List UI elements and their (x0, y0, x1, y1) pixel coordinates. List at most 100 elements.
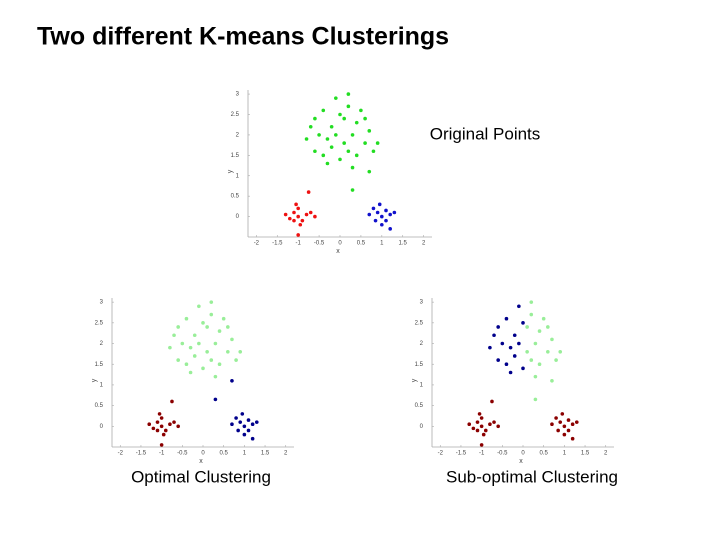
data-point (338, 112, 342, 117)
data-point (375, 141, 380, 145)
data-point (304, 212, 309, 217)
data-point (558, 420, 563, 424)
x-tick-label: -1.5 (136, 451, 147, 457)
x-tick-label: 1.5 (399, 241, 408, 247)
data-point (375, 210, 380, 215)
data-point (238, 420, 243, 424)
data-point (240, 412, 245, 416)
data-point (147, 422, 152, 427)
data-point (554, 358, 558, 362)
data-point (533, 341, 538, 346)
data-point (546, 325, 550, 329)
x-tick-label: 1 (243, 451, 247, 457)
data-point (313, 116, 317, 121)
data-point (483, 428, 488, 433)
data-point (570, 422, 575, 427)
data-point (384, 218, 388, 223)
data-point (508, 345, 513, 350)
data-point (217, 362, 222, 367)
data-point (380, 222, 384, 227)
data-point (546, 350, 550, 354)
data-point (334, 96, 338, 100)
data-point (477, 412, 482, 416)
y-tick-label: 3 (236, 92, 240, 98)
x-tick-label: 0.5 (357, 241, 366, 247)
data-point (574, 420, 579, 424)
data-point (288, 216, 292, 221)
data-point (308, 210, 313, 215)
data-point (296, 206, 300, 211)
data-point (300, 218, 305, 223)
data-point (354, 153, 359, 158)
data-point (238, 350, 243, 354)
data-point (283, 212, 288, 217)
data-point (254, 420, 259, 424)
data-point (176, 358, 180, 362)
data-point (151, 426, 156, 431)
data-point (475, 428, 480, 433)
data-point (342, 116, 346, 121)
x-axis-label: x (519, 458, 523, 465)
data-point (512, 333, 517, 338)
data-point (292, 218, 296, 223)
slide-title: Two different K-means Clusterings (37, 23, 449, 51)
data-point (388, 227, 392, 231)
data-point (192, 333, 197, 338)
y-tick-label: 2 (100, 341, 104, 347)
data-point (521, 321, 525, 325)
data-point (533, 374, 538, 379)
data-point (168, 422, 172, 427)
x-tick-label: 0.5 (220, 451, 229, 457)
data-point (325, 137, 330, 141)
data-point (234, 416, 238, 420)
data-point (496, 325, 500, 329)
data-point (234, 358, 238, 362)
data-point (350, 165, 355, 170)
chart-caption: Optimal Clustering (131, 467, 271, 486)
data-point (371, 206, 376, 211)
data-point (329, 145, 334, 149)
y-tick-label: 1 (100, 382, 104, 388)
data-point (230, 337, 234, 342)
x-tick-label: -2 (438, 451, 444, 457)
data-point (242, 432, 247, 437)
data-point (508, 370, 513, 375)
x-tick-label: 2 (422, 241, 426, 247)
data-point (292, 210, 296, 215)
x-tick-label: 1 (563, 451, 567, 457)
data-point (250, 436, 255, 441)
data-point (342, 141, 346, 145)
data-point (537, 329, 542, 333)
data-point (294, 202, 298, 207)
data-point (321, 153, 326, 158)
y-tick-label: 2.5 (415, 320, 424, 326)
y-tick-label: 0.5 (95, 403, 104, 409)
x-tick-label: -0.5 (497, 451, 508, 457)
data-point (529, 358, 534, 362)
y-tick-label: 0.5 (415, 403, 424, 409)
data-point (367, 129, 372, 133)
y-tick-label: 0 (100, 424, 104, 430)
data-point (230, 422, 234, 427)
data-point (161, 432, 166, 437)
data-point (479, 443, 484, 447)
data-point (313, 149, 317, 154)
y-tick-label: 0 (236, 214, 240, 220)
data-point (226, 350, 230, 354)
data-point (570, 436, 575, 441)
y-tick-label: 2 (420, 341, 424, 347)
data-point (475, 420, 480, 424)
y-tick-label: 3 (420, 300, 424, 306)
data-point (213, 341, 218, 346)
data-point (313, 214, 317, 219)
data-point (537, 362, 542, 367)
data-point (554, 416, 558, 420)
data-point (236, 428, 240, 433)
data-point (304, 137, 309, 141)
data-point (155, 420, 160, 424)
data-point (367, 169, 372, 174)
data-point (334, 133, 338, 137)
x-tick-label: 2 (284, 451, 288, 457)
y-axis-label: y (227, 169, 234, 173)
